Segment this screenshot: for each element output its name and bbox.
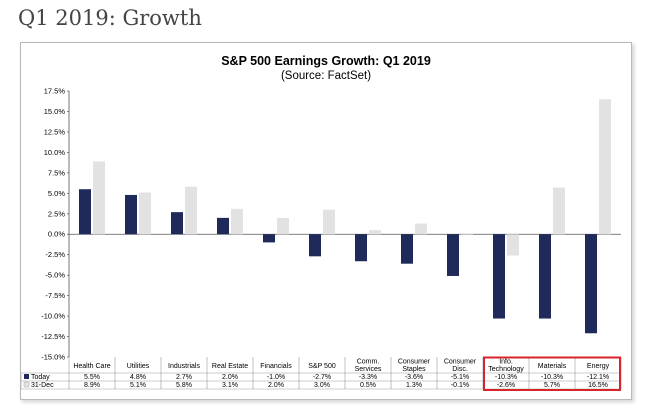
category-label: Services: [355, 366, 382, 373]
category-label: Technology: [488, 366, 524, 373]
bar-today: [263, 234, 275, 243]
legend-label-today: Today: [31, 374, 50, 381]
legend-swatch-today: [24, 374, 29, 379]
category-label: Info.: [499, 359, 513, 366]
data-label: -0.1%: [451, 382, 469, 389]
bar-today: [355, 234, 367, 262]
bar-31-dec: [185, 186, 197, 235]
data-label: -3.6%: [405, 374, 423, 381]
page-heading: Q1 2019: Growth: [18, 6, 202, 30]
data-label: 2.0%: [268, 382, 284, 389]
y-tick-label: 5.0%: [48, 189, 65, 198]
y-tick-label: -7.5%: [45, 291, 65, 300]
data-label: 2.7%: [176, 374, 192, 381]
bar-today: [493, 234, 505, 319]
y-tick-label: -2.5%: [45, 250, 65, 259]
y-tick-label: 0.0%: [48, 230, 65, 239]
chart-title: S&P 500 Earnings Growth: Q1 2019: [221, 54, 431, 68]
bar-today: [539, 234, 551, 319]
category-label: Materials: [538, 363, 567, 370]
category-label: Consumer: [398, 359, 431, 366]
category-label: Utilities: [127, 363, 150, 370]
legend-label-31-dec: 31-Dec: [31, 382, 54, 389]
category-label: Energy: [587, 363, 610, 370]
data-label: 3.0%: [314, 382, 330, 389]
bar-today: [171, 212, 183, 235]
category-label: Staples: [402, 366, 426, 373]
data-label: -10.3%: [541, 374, 563, 381]
data-label: -2.7%: [313, 374, 331, 381]
data-label: 16.5%: [588, 382, 608, 389]
y-tick-label: -15.0%: [41, 353, 65, 362]
y-tick-label: -12.5%: [41, 332, 65, 341]
bar-31-dec: [415, 223, 427, 235]
data-label: 2.0%: [222, 374, 238, 381]
data-label: 5.7%: [544, 382, 560, 389]
data-label: 4.8%: [130, 374, 146, 381]
data-label: -10.3%: [495, 374, 517, 381]
y-tick-label: -5.0%: [45, 271, 65, 280]
data-label: -2.6%: [497, 382, 515, 389]
data-label: 0.5%: [360, 382, 376, 389]
bar-today: [79, 189, 91, 235]
chart-frame: S&P 500 Earnings Growth: Q1 2019 (Source…: [20, 42, 632, 400]
bar-today: [401, 234, 413, 264]
highlight-box: [483, 356, 621, 391]
earnings-growth-chart: S&P 500 Earnings Growth: Q1 2019 (Source…: [21, 54, 622, 391]
data-label: 3.1%: [222, 382, 238, 389]
bar-31-dec: [369, 230, 381, 235]
data-label: 8.9%: [84, 382, 100, 389]
category-label: Disc.: [452, 366, 468, 373]
bar-31-dec: [277, 217, 289, 235]
bar-today: [447, 234, 459, 276]
bar-today: [585, 234, 597, 334]
bar-today: [309, 234, 321, 257]
data-label: 5.8%: [176, 382, 192, 389]
data-label: 5.1%: [130, 382, 146, 389]
y-tick-label: -10.0%: [41, 312, 65, 321]
bar-31-dec: [507, 234, 519, 256]
data-label: 5.5%: [84, 374, 100, 381]
data-label: -12.1%: [587, 374, 609, 381]
category-label: Consumer: [444, 359, 477, 366]
data-label: -1.0%: [267, 374, 285, 381]
bar-31-dec: [323, 209, 335, 235]
legend-swatch-31-dec: [23, 381, 30, 388]
category-label: Financials: [260, 363, 292, 370]
bar-31-dec: [599, 99, 611, 235]
bar-31-dec: [139, 192, 151, 235]
category-label: Comm.: [357, 359, 380, 366]
y-tick-label: 10.0%: [44, 148, 66, 157]
bar-today: [217, 217, 229, 235]
data-label: -5.1%: [451, 374, 469, 381]
data-label: -3.3%: [359, 374, 377, 381]
bar-31-dec: [231, 208, 243, 235]
y-tick-label: 17.5%: [44, 87, 66, 96]
category-label: Real Estate: [212, 363, 248, 370]
category-label: S&P 500: [308, 363, 336, 370]
y-tick-label: 7.5%: [48, 168, 65, 177]
data-label: 1.3%: [406, 382, 422, 389]
category-label: Industrials: [168, 363, 200, 370]
bar-today: [125, 194, 137, 235]
bar-31-dec: [93, 161, 105, 235]
y-tick-label: 2.5%: [48, 209, 65, 218]
y-tick-label: 15.0%: [44, 107, 66, 116]
bar-31-dec: [553, 187, 565, 235]
y-tick-label: 12.5%: [44, 127, 66, 136]
bar-31-dec: [461, 234, 473, 236]
chart-subtitle: (Source: FactSet): [281, 70, 371, 82]
category-label: Health Care: [73, 363, 110, 370]
